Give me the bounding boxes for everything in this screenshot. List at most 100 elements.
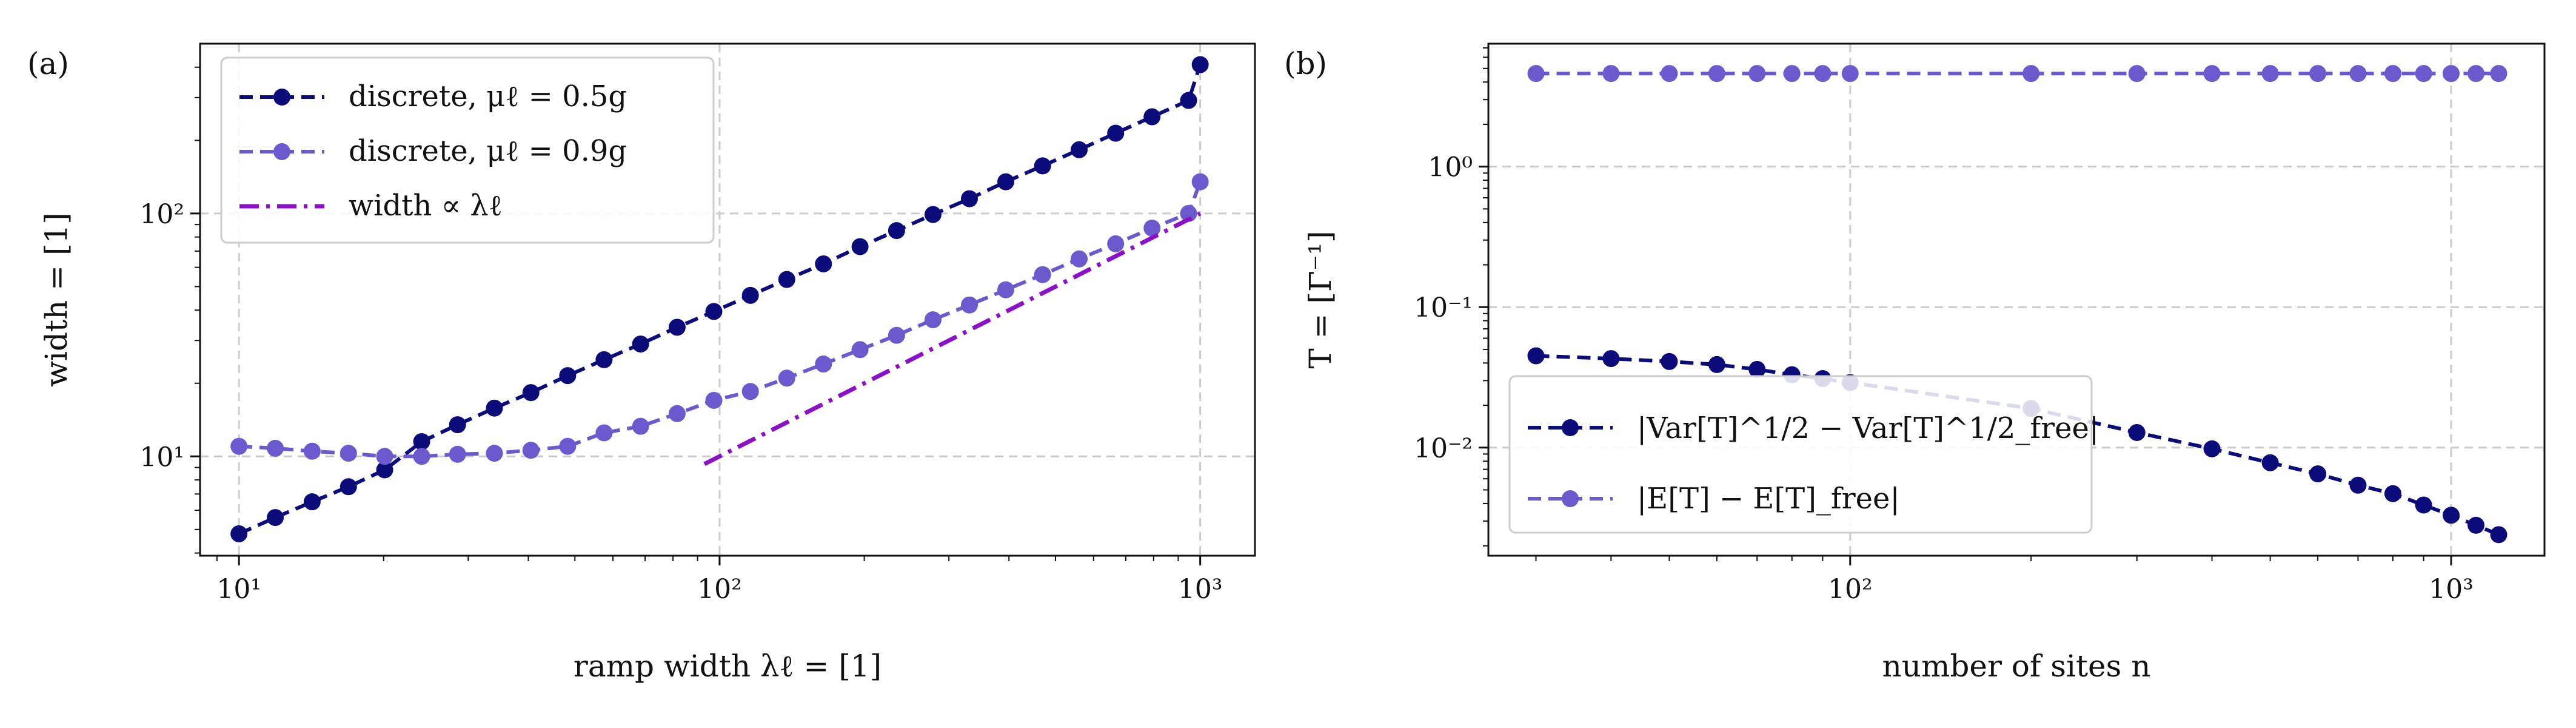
data-point xyxy=(997,173,1014,190)
data-point xyxy=(1107,235,1125,252)
data-point xyxy=(486,399,503,417)
y-tick-label: 10⁻¹ xyxy=(1414,292,1473,323)
panel-b-xlabel: number of sites n xyxy=(1882,649,2151,684)
data-point xyxy=(303,442,321,460)
panel-a-label: (a) xyxy=(27,46,69,81)
panel-a-series xyxy=(230,56,1209,542)
data-point xyxy=(2384,485,2401,502)
data-point xyxy=(595,351,613,368)
data-point xyxy=(741,286,759,304)
data-point xyxy=(1034,266,1051,283)
data-point xyxy=(486,445,503,462)
data-point xyxy=(851,341,869,359)
panel-a-ticks: 10¹ 10² 10³ 10¹ 10² xyxy=(139,66,1223,605)
data-point xyxy=(2415,65,2432,83)
legend-swatch-marker xyxy=(1562,419,1579,436)
data-point xyxy=(2467,65,2485,83)
data-point xyxy=(888,326,905,344)
data-point xyxy=(2443,507,2460,524)
data-point xyxy=(2128,65,2146,83)
data-point xyxy=(1602,65,1620,83)
series-1 xyxy=(1527,65,2507,83)
data-point xyxy=(1034,157,1051,175)
data-point xyxy=(961,190,979,207)
data-point xyxy=(2022,65,2040,83)
data-point xyxy=(1527,65,1545,83)
data-point xyxy=(340,478,357,496)
data-point xyxy=(595,424,613,442)
legend-a-entry-1: discrete, μℓ = 0.9g xyxy=(349,134,627,168)
data-point xyxy=(2443,65,2460,83)
legend-b-entry-0: |Var[T]^1/2 − Var[T]^1/2_free| xyxy=(1637,411,2099,445)
panel-b-axes-frame xyxy=(1487,42,2546,557)
data-point xyxy=(1748,360,1766,378)
y-tick-label: 10⁰ xyxy=(1428,152,1473,183)
legend-swatch-marker xyxy=(273,89,290,106)
data-point xyxy=(2203,65,2221,83)
data-point xyxy=(2467,516,2485,534)
panel-a-ylabel: width = [1] xyxy=(39,212,74,387)
legend-a-entry-2: width ∝ λℓ xyxy=(349,189,503,223)
data-point xyxy=(2261,454,2279,471)
panel-b-legend: |Var[T]^1/2 − Var[T]^1/2_free| |E[T] − E… xyxy=(1508,375,2099,534)
data-point xyxy=(778,271,795,288)
y-tick-label: 10⁻² xyxy=(1414,433,1473,464)
data-point xyxy=(230,437,248,455)
data-point xyxy=(2349,65,2367,83)
data-point xyxy=(1661,65,1678,83)
data-point xyxy=(961,296,979,314)
data-point xyxy=(449,445,466,463)
data-point xyxy=(413,448,430,465)
data-point xyxy=(888,222,905,240)
data-point xyxy=(1071,141,1088,158)
data-point xyxy=(778,369,795,387)
data-point xyxy=(340,445,357,462)
x-tick-label: 10¹ xyxy=(216,574,261,605)
series-2 xyxy=(703,211,1202,467)
data-point xyxy=(1180,204,1197,222)
data-point xyxy=(522,384,540,402)
legend-b-entry-1: |E[T] − E[T]_free| xyxy=(1637,482,1900,516)
data-point xyxy=(668,318,686,336)
data-point xyxy=(2349,476,2367,494)
data-point xyxy=(2490,526,2507,544)
x-tick-label: 10² xyxy=(697,574,742,605)
data-point xyxy=(1708,65,1725,83)
data-point xyxy=(303,493,321,511)
data-point xyxy=(2415,496,2432,514)
data-point xyxy=(2128,423,2146,441)
x-tick-label: 10³ xyxy=(1178,574,1223,605)
legend-swatch-marker xyxy=(1562,490,1579,507)
data-point xyxy=(1708,356,1725,373)
data-point xyxy=(559,367,577,385)
data-point xyxy=(1661,352,1678,370)
data-point xyxy=(376,448,393,465)
data-point xyxy=(413,433,430,450)
panel-a-axes-frame xyxy=(199,42,1256,557)
data-point xyxy=(815,255,832,272)
data-point xyxy=(851,238,869,255)
data-point xyxy=(1071,250,1088,268)
data-point xyxy=(2384,65,2401,83)
series-0 xyxy=(230,56,1209,542)
panel-a-xlabel: ramp width λℓ = [1] xyxy=(574,649,882,684)
data-point xyxy=(705,391,723,409)
series-line xyxy=(238,64,1202,536)
data-point xyxy=(2309,65,2327,83)
panel-a-legend-swatches xyxy=(239,89,324,209)
data-point xyxy=(815,356,832,373)
panel-b-ylabel: T = [Γ⁻¹] xyxy=(1303,231,1338,368)
data-point xyxy=(2261,65,2279,83)
y-tick-label: 10² xyxy=(139,199,184,230)
series-1 xyxy=(230,173,1209,465)
panel-b-legend-box xyxy=(1508,375,2093,534)
data-point xyxy=(924,206,942,223)
panel-b-legend-swatches xyxy=(1528,419,1613,507)
x-tick-label: 10³ xyxy=(2429,574,2474,605)
data-point xyxy=(1107,124,1125,142)
panel-b-label: (b) xyxy=(1284,46,1327,81)
data-point xyxy=(2203,440,2221,457)
data-point xyxy=(1783,65,1801,83)
